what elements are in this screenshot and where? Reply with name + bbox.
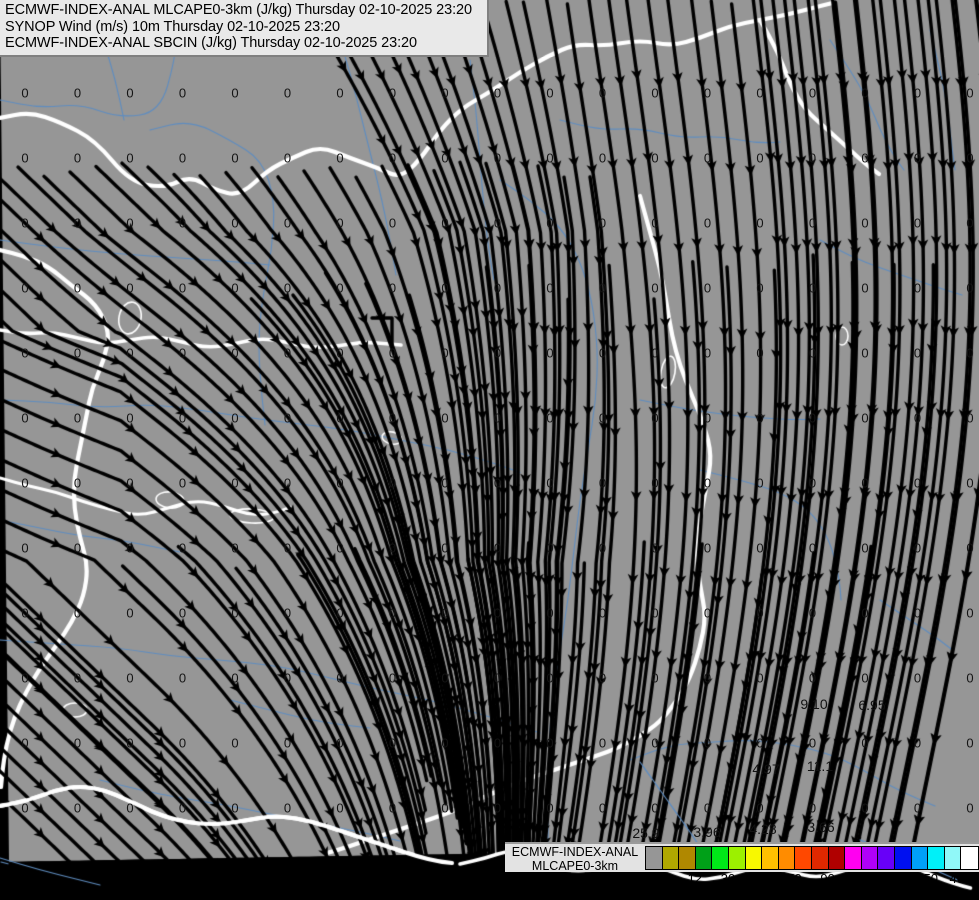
legend-tick-label: 50 bbox=[753, 871, 769, 886]
legend-swatch bbox=[695, 847, 713, 869]
legend-swatch bbox=[662, 847, 680, 869]
header-info-panel: ECMWF-INDEX-ANAL MLCAPE0-3km (J/kg) Thur… bbox=[0, 0, 489, 57]
legend-tick-label: 250 bbox=[916, 871, 939, 886]
legend-swatch bbox=[828, 847, 846, 869]
legend-tick-label: 30 bbox=[720, 871, 736, 886]
legend-tick-label: 70 bbox=[787, 871, 802, 886]
legend-swatch bbox=[961, 847, 978, 869]
legend-swatch bbox=[944, 847, 962, 869]
legend-tick-label: 90 bbox=[820, 871, 835, 886]
legend-tick-labels: 0 12 30 50 70 90 120 160 250 400 bbox=[645, 871, 979, 893]
legend-swatch bbox=[911, 847, 929, 869]
legend-tick-label: 12 bbox=[687, 871, 703, 886]
legend-color-bar bbox=[645, 846, 979, 870]
colorbar-legend: ECMWF-INDEX-ANAL MLCAPE0-3km J/kg 0 12 30 5… bbox=[505, 842, 979, 900]
legend-units-label: J/kg bbox=[563, 874, 587, 888]
legend-title-parameter: MLCAPE0-3km bbox=[531, 859, 619, 873]
legend-swatch bbox=[795, 847, 812, 869]
legend-tick-label: 160 bbox=[883, 871, 905, 886]
legend-tick-label: 400 bbox=[949, 871, 972, 886]
legend-swatch bbox=[745, 847, 763, 869]
legend-swatch bbox=[894, 847, 912, 869]
header-line-mlcape: ECMWF-INDEX-ANAL MLCAPE0-3km (J/kg) Thur… bbox=[5, 2, 472, 18]
legend-swatch bbox=[811, 847, 829, 869]
legend-swatch bbox=[728, 847, 746, 869]
legend-swatch bbox=[878, 847, 895, 869]
legend-title-model: ECMWF-INDEX-ANAL bbox=[511, 845, 639, 859]
legend-swatch bbox=[845, 847, 862, 869]
legend-tick-label: 120 bbox=[849, 871, 872, 886]
legend-tick-label: 0 bbox=[657, 871, 666, 886]
legend-swatch bbox=[679, 847, 696, 869]
legend-swatch bbox=[861, 847, 879, 869]
header-line-synop-wind: SYNOP Wind (m/s) 10m Thursday 02-10-2025… bbox=[5, 18, 340, 35]
legend-swatch bbox=[762, 847, 779, 869]
legend-swatch bbox=[778, 847, 796, 869]
legend-swatch bbox=[712, 847, 729, 869]
legend-swatch bbox=[928, 847, 945, 869]
header-line-sbcin: ECMWF-INDEX-ANAL SBCIN (J/kg) Thursday 0… bbox=[5, 35, 417, 51]
legend-swatch bbox=[646, 847, 663, 869]
